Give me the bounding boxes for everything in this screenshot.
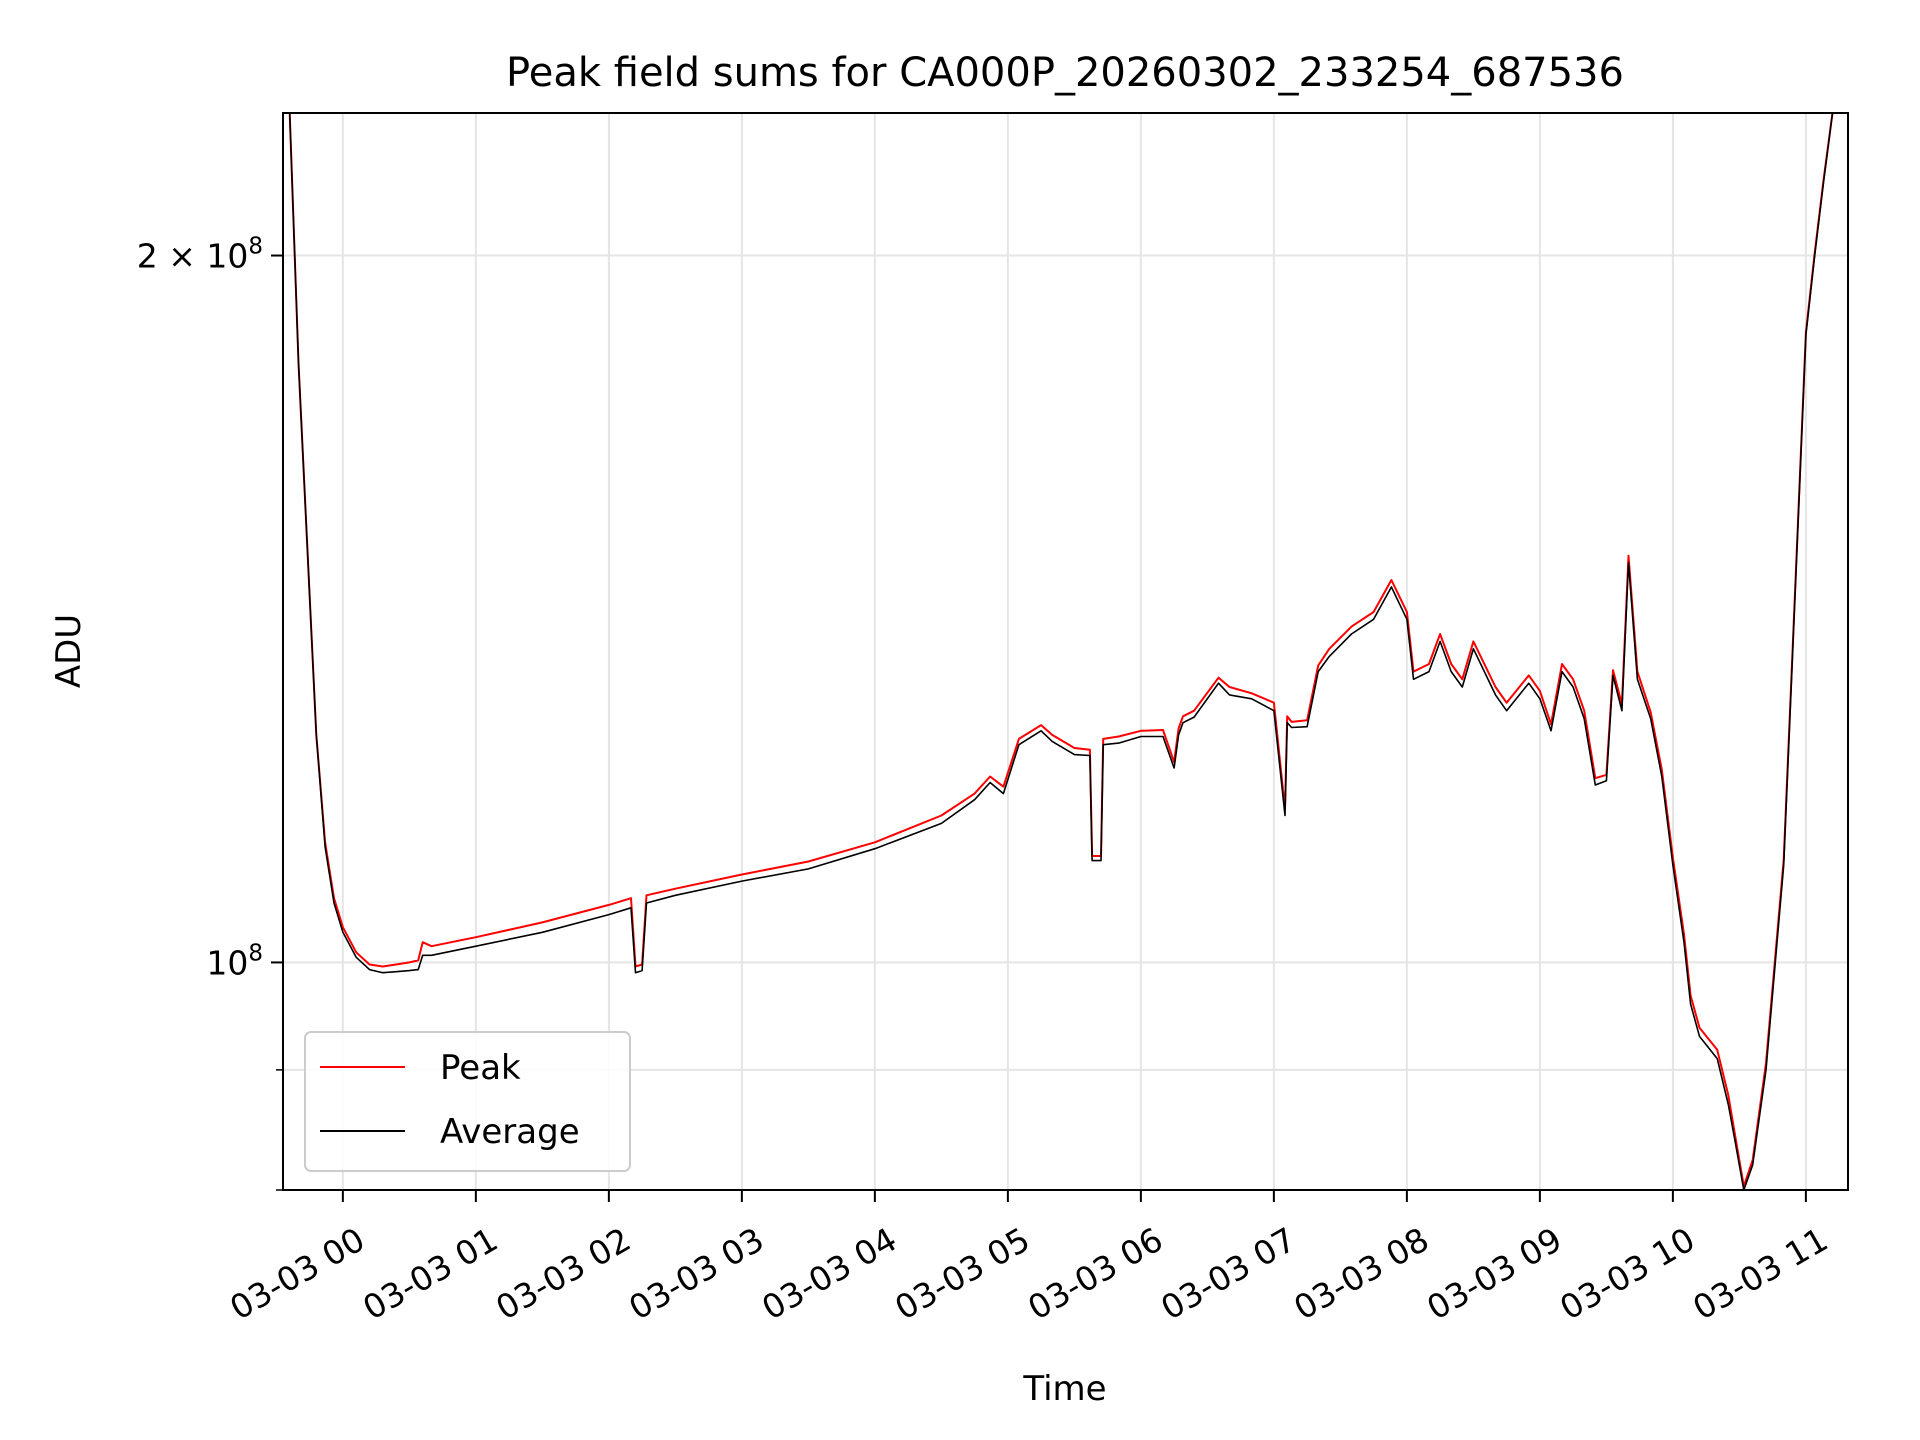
legend-label-average: Average	[440, 1112, 580, 1152]
y-tick-label: 2 × 108	[137, 234, 263, 276]
series-lines	[288, 113, 1834, 1190]
series-line-average	[288, 113, 1834, 1190]
y-axis-ticks: 108 2 × 108	[137, 234, 283, 1191]
grid	[283, 113, 1848, 1191]
plot-area-frame	[282, 112, 1849, 1191]
legend-label-peak: Peak	[440, 1048, 521, 1088]
y-axis-label: ADU	[49, 614, 89, 688]
x-axis-label: Time	[1022, 1369, 1106, 1409]
legend: Peak Average	[304, 1031, 631, 1172]
y-tick-label: 108	[206, 940, 263, 982]
series-line-peak	[288, 113, 1834, 1188]
chart-title: Peak field sums for CA000P_20260302_2332…	[506, 50, 1624, 96]
